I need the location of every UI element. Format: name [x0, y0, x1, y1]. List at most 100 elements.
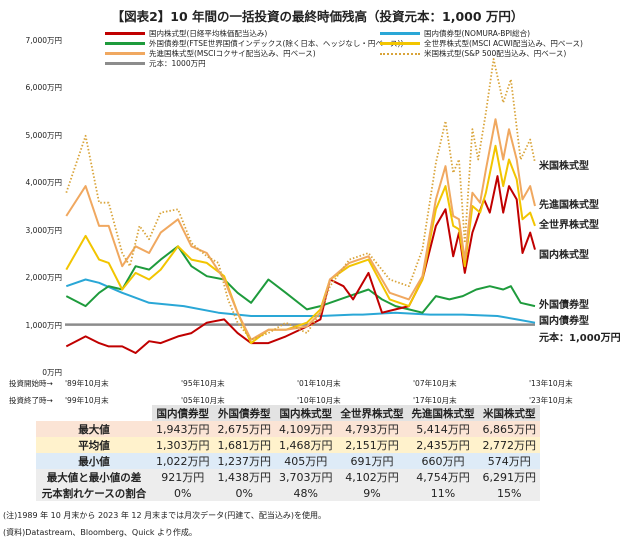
row-label: 最小値 — [78, 455, 110, 468]
table-cell: 15% — [497, 486, 522, 500]
table-row: 最大値と最小値の差 921万円 1,438万円 3,703万円 4,102万円 4,754… — [36, 469, 540, 485]
column-header: 全世界株式型 — [336, 405, 408, 421]
legend-swatch — [105, 42, 145, 45]
legend-swatch — [380, 42, 420, 45]
legend-label: 国内株式型(日経平均株価配当込み) — [149, 29, 268, 38]
table-cell: 1,468万円 — [279, 439, 333, 452]
x-tick-label: '95年10月末 — [181, 379, 225, 388]
table-cell: 4,109万円 — [279, 423, 333, 436]
legend-item: 全世界株式型(MSCI ACWI配当込み、円ベース) — [380, 38, 583, 49]
legend-swatch — [105, 52, 145, 55]
y-tick-label: 2,000万円 — [25, 273, 62, 283]
series-end-label: 国内債券型 — [539, 316, 589, 327]
legend-item: 国内債券型(NOMURA-BPI総合) — [380, 28, 530, 39]
series-end-label: 外国債券型 — [539, 300, 589, 311]
row-label: 最大値と最小値の差 — [46, 471, 142, 484]
x-tick-label: '99年10月末 — [65, 396, 109, 405]
series-end-label: 国内株式型 — [539, 250, 589, 261]
x-tick-label: '10年10月末 — [297, 396, 341, 405]
table-cell: 660万円 — [421, 455, 465, 468]
table-cell: 1,681万円 — [217, 439, 272, 452]
table-row: 最大値 1,943万円 2,675万円 4,109万円 4,793万円 5,414万円 6,… — [36, 421, 540, 437]
table-cell: 1,022万円 — [156, 455, 210, 468]
table-cell: 48% — [293, 486, 318, 500]
x-tick-label: '07年10月末 — [413, 379, 457, 388]
x-tick-label: '01年10月末 — [297, 379, 341, 388]
series-end-label: 元本：1,000万円 — [539, 333, 621, 344]
series-line — [65, 118, 536, 341]
y-tick-label: 0万円 — [42, 368, 62, 377]
table-cell: 6,291万円 — [482, 471, 537, 484]
column-header: 米国株式型 — [478, 405, 540, 421]
row-label: 平均値 — [78, 439, 110, 452]
series-line — [65, 245, 536, 314]
table-cell: 2,772万円 — [482, 439, 537, 452]
y-tick-label: 5,000万円 — [25, 130, 62, 140]
table-cell: 0% — [235, 486, 253, 500]
x-row-label: 投資開始時→ — [9, 379, 53, 388]
table-cell: 1,237万円 — [217, 455, 272, 468]
source: (資料)Datastream、Bloomberg、Quick より作成。 — [3, 528, 197, 537]
legend-label: 国内債券型(NOMURA-BPI総合) — [424, 29, 531, 38]
series-end-label: 全世界株式型 — [539, 220, 599, 231]
series-line — [65, 175, 536, 354]
row-label: 元本割れケースの割合 — [41, 487, 147, 500]
table-cell: 3,703万円 — [279, 471, 333, 484]
table-cell: 11% — [430, 486, 456, 500]
table-cell: 2,435万円 — [416, 439, 470, 452]
table-cell: 6,865万円 — [482, 423, 537, 436]
table-cell: 4,793万円 — [345, 423, 399, 436]
legend-swatch — [105, 62, 145, 65]
legend-label: 全世界株式型(MSCI ACWI配当込み、円ベース) — [424, 39, 583, 48]
table-cell: 691万円 — [350, 455, 394, 468]
column-header: 国内株式型 — [275, 405, 337, 421]
legend-swatch — [380, 52, 420, 55]
table-cell: 9% — [363, 486, 381, 500]
table-cell: 4,754万円 — [416, 471, 470, 484]
y-tick-label: 4,000万円 — [25, 178, 62, 188]
legend-label: 先進国株式型(MSCIコクサイ配当込み、円ベース) — [149, 49, 316, 58]
column-header: 国内債券型 — [152, 405, 214, 421]
table-cell: 1,303万円 — [156, 439, 210, 452]
column-header: 外国債券型 — [213, 405, 275, 421]
x-tick-label: '17年10月末 — [413, 396, 457, 405]
table-cell: 574万円 — [487, 455, 531, 468]
table-cell: 5,414万円 — [416, 423, 470, 436]
x-tick-label: '23年10月末 — [529, 396, 573, 405]
legend-item: 元本：1000万円 — [105, 58, 206, 69]
table-cell: 0% — [174, 486, 192, 500]
legend-swatch — [105, 32, 145, 35]
y-tick-label: 1,000万円 — [25, 320, 62, 330]
legend-label: 元本：1000万円 — [149, 59, 206, 68]
y-tick-label: 7,000万円 — [25, 36, 62, 45]
x-tick-label: '89年10月末 — [65, 379, 109, 388]
legend-label: 米国株式型(S&P 500配当込み、円ベース) — [424, 49, 567, 58]
table-cell: 1,943万円 — [156, 423, 210, 436]
legend-item: 先進国株式型(MSCIコクサイ配当込み、円ベース) — [105, 48, 316, 59]
summary-table: 国内債券型 外国債券型 国内株式型 全世界株式型 先進国株式型 米国株式型 最大値 1,94… — [36, 405, 540, 501]
table-cell: 2,675万円 — [217, 423, 272, 436]
legend-item: 国内株式型(日経平均株価配当込み) — [105, 28, 267, 39]
table-cell: 4,102万円 — [345, 471, 399, 484]
legend-label: 外国債券型(FTSE世界国債インデックス(除く日本、ヘッジなし・円ベース)) — [149, 39, 404, 48]
x-tick-label: '13年10月末 — [529, 379, 573, 388]
legend-swatch — [380, 32, 420, 35]
series-end-label: 先進国株式型 — [539, 200, 599, 211]
x-tick-label: '05年10月末 — [181, 396, 225, 405]
series-line — [65, 144, 536, 345]
table-cell: 405万円 — [284, 455, 328, 468]
series-end-label: 米国株式型 — [539, 161, 589, 172]
table-cell: 1,438万円 — [217, 471, 272, 484]
y-tick-label: 6,000万円 — [25, 83, 62, 93]
table-row: 平均値 1,303万円 1,681万円 1,468万円 2,151万円 2,435万円 2,… — [36, 437, 540, 453]
legend-item: 米国株式型(S&P 500配当込み、円ベース) — [380, 48, 566, 59]
table-row: 元本割れケースの割合 0% 0% 48% 9% 11% 15% — [36, 485, 540, 501]
note: (注)1989 年 10 月末から 2023 年 12 月末までは月次データ(円… — [3, 511, 326, 520]
table-cell: 2,151万円 — [345, 439, 399, 452]
x-row-label: 投資終了時→ — [9, 396, 53, 405]
y-tick-label: 3,000万円 — [25, 225, 62, 235]
legend-item: 外国債券型(FTSE世界国債インデックス(除く日本、ヘッジなし・円ベース)) — [105, 38, 403, 49]
row-label: 最大値 — [78, 423, 110, 436]
